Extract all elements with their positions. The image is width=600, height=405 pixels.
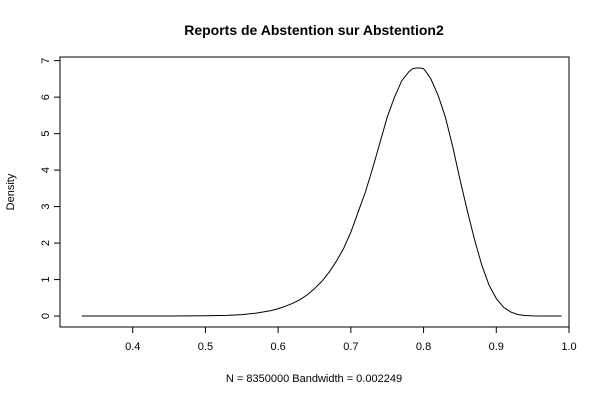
- density-curve: [81, 67, 562, 317]
- y-tick-label: 1: [40, 277, 52, 283]
- y-tick-label: 4: [40, 167, 52, 173]
- x-tick-label: 0.7: [343, 341, 358, 353]
- x-tick-label: 0.5: [198, 341, 213, 353]
- x-tick-label: 0.4: [125, 341, 140, 353]
- x-tick-label: 0.9: [489, 341, 504, 353]
- y-tick-label: 7: [40, 58, 52, 64]
- plot-frame: [59, 56, 570, 328]
- y-tick-label: 2: [40, 240, 52, 246]
- x-axis-label: N = 8350000 Bandwidth = 0.002249: [226, 373, 402, 385]
- y-tick-label: 5: [40, 131, 52, 137]
- chart-title: Reports de Abstention sur Abstention2: [184, 22, 444, 38]
- y-axis: 0 1 2 3 4 5 6 7: [40, 58, 61, 319]
- x-tick-label: 0.6: [270, 341, 285, 353]
- y-axis-label: Density: [5, 173, 17, 210]
- y-tick-label: 3: [40, 204, 52, 210]
- y-tick-label: 6: [40, 94, 52, 100]
- x-tick-label: 1.0: [561, 341, 576, 353]
- x-tick-label: 0.8: [416, 341, 431, 353]
- x-axis: 0.4 0.5 0.6 0.7 0.8 0.9 1.0: [125, 326, 577, 353]
- y-tick-label: 0: [40, 313, 52, 319]
